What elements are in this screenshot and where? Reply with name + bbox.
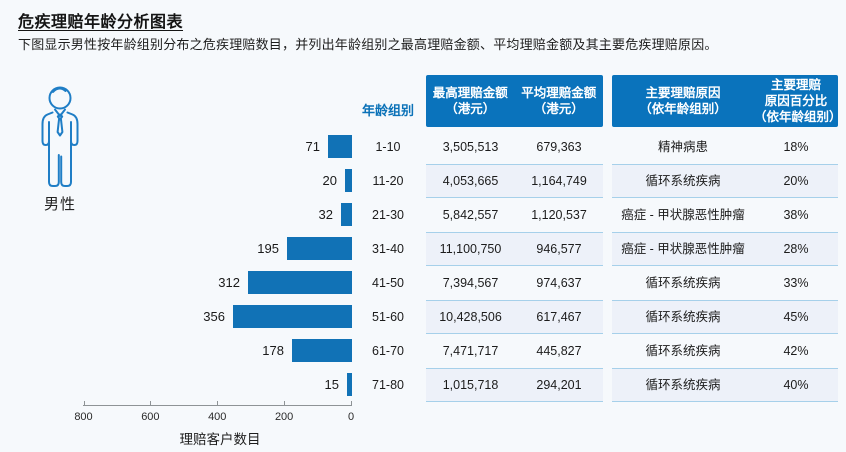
age-cell: 51-60 [372, 310, 404, 324]
x-axis-tick [217, 401, 219, 405]
bar [328, 135, 352, 158]
bar-value-label: 71 [305, 139, 320, 154]
data-row-11-20: 20 11-20 4,053,665 1,164,749 循环系统疾病 20% [0, 164, 846, 198]
bar [248, 271, 352, 294]
main-cause-header: 主要理赔原因 （依年龄组别） [639, 85, 727, 116]
x-axis-tick [150, 401, 152, 405]
max-claim-cell: 7,394,567 [442, 276, 499, 290]
pct-cell: 20% [783, 174, 809, 188]
avg-claim-cell: 617,467 [536, 310, 582, 324]
bar [345, 169, 352, 192]
page-title: 危疾理赔年龄分析图表 [18, 14, 184, 31]
x-axis-tick-label: 600 [141, 411, 160, 423]
x-axis-tick-label: 0 [347, 411, 355, 423]
cause-cell: 循环系统疾病 [645, 276, 721, 290]
avg-claim-cell: 1,120,537 [531, 208, 587, 222]
bar-value-label: 32 [318, 207, 333, 222]
avg-claim-cell: 974,637 [536, 276, 582, 290]
max-claim-cell: 4,053,665 [442, 174, 499, 188]
avg-claim-cell: 946,577 [536, 242, 582, 256]
max-claim-cell: 1,015,718 [442, 378, 499, 392]
page-subtitle: 下图显示男性按年龄组别分布之危疾理赔数目，并列出年龄组别之最高理赔金额、平均理赔… [18, 37, 718, 52]
pct-cell: 38% [783, 208, 809, 222]
row-stripe [612, 164, 838, 198]
male-person-icon [33, 84, 87, 192]
bar [347, 373, 352, 396]
cause-cell: 循环系统疾病 [645, 378, 721, 392]
avg-claim-cell: 679,363 [536, 140, 582, 154]
max-claim-cell: 11,100,750 [439, 242, 502, 256]
age-cell: 41-50 [372, 276, 404, 290]
row-stripe [426, 232, 603, 266]
bar-value-label: 195 [257, 241, 279, 256]
data-row-41-50: 312 41-50 7,394,567 974,637 循环系统疾病 33% [0, 266, 846, 300]
bar-value-label: 356 [203, 309, 225, 324]
row-stripe [612, 300, 838, 334]
pct-cell: 18% [783, 140, 809, 154]
cause-cell: 循环系统疾病 [645, 174, 721, 188]
max-claim-cell: 7,471,717 [442, 344, 499, 358]
cause-cell: 癌症 - 甲状腺恶性肿瘤 [621, 242, 745, 256]
x-axis-tick-label: 800 [74, 411, 93, 423]
max-claim-cell: 3,505,513 [442, 140, 499, 154]
x-axis-tick [284, 401, 286, 405]
row-stripe [426, 368, 603, 402]
age-cell: 21-30 [372, 208, 404, 222]
max-claim-header: 最高理赔金额 （港元） [432, 85, 508, 116]
age-cell: 71-80 [372, 378, 404, 392]
bar [233, 305, 352, 328]
gender-label: 男性 [43, 196, 76, 213]
pct-cell: 45% [783, 310, 809, 324]
cause-cell: 精神病患 [657, 140, 708, 154]
bar [292, 339, 352, 362]
x-axis-tick [351, 401, 352, 405]
bar-value-label: 15 [324, 377, 339, 392]
claim-amount-header-box: 最高理赔金额 （港元） 平均理赔金额 （港元） [426, 75, 603, 127]
row-stripe [612, 368, 838, 402]
avg-claim-cell: 1,164,749 [531, 174, 587, 188]
age-cell: 1-10 [375, 140, 401, 154]
row-stripe [426, 300, 603, 334]
bar [287, 237, 352, 260]
cause-cell: 循环系统疾病 [645, 344, 721, 358]
cause-cell: 循环系统疾病 [645, 310, 721, 324]
claim-cause-header-box: 主要理赔原因 （依年龄组别） 主要理赔 原因百分比 （依年龄组别） [612, 75, 842, 127]
data-row-1-10: 71 1-10 3,505,513 679,363 精神病患 18% [0, 130, 846, 164]
x-axis-line [83, 405, 352, 406]
data-row-71-80: 15 71-80 1,015,718 294,201 循环系统疾病 40% [0, 368, 846, 402]
max-claim-cell: 10,428,506 [439, 310, 502, 324]
pct-cell: 28% [783, 242, 809, 256]
x-axis-tick [83, 401, 85, 405]
age-cell: 61-70 [372, 344, 404, 358]
avg-claim-header: 平均理赔金额 （港元） [521, 85, 597, 116]
avg-claim-cell: 294,201 [536, 378, 582, 392]
avg-claim-cell: 445,827 [536, 344, 582, 358]
bar-value-label: 20 [322, 173, 337, 188]
row-stripe [426, 164, 603, 198]
max-claim-cell: 5,842,557 [442, 208, 499, 222]
pct-cell: 40% [783, 378, 809, 392]
cause-pct-header: 主要理赔 原因百分比 （依年龄组别） [754, 77, 842, 125]
bar [341, 203, 352, 226]
bar-value-label: 178 [262, 343, 284, 358]
pct-cell: 42% [783, 344, 809, 358]
age-cell: 31-40 [372, 242, 404, 256]
row-stripe [612, 232, 838, 266]
data-row-61-70: 178 61-70 7,471,717 445,827 循环系统疾病 42% [0, 334, 846, 368]
x-axis-tick-label: 400 [208, 411, 227, 423]
x-axis-title: 理赔客户数目 [179, 432, 261, 447]
age-cell: 11-20 [372, 174, 404, 188]
data-row-21-30: 32 21-30 5,842,557 1,120,537 癌症 - 甲状腺恶性肿瘤 38% [0, 198, 846, 232]
pct-cell: 33% [783, 276, 809, 290]
data-row-51-60: 356 51-60 10,428,506 617,467 循环系统疾病 45% [0, 300, 846, 334]
bar-value-label: 312 [218, 275, 240, 290]
data-row-31-40: 195 31-40 11,100,750 946,577 癌症 - 甲状腺恶性肿瘤 28% [0, 232, 846, 266]
x-axis-tick-label: 200 [274, 411, 294, 423]
cause-cell: 癌症 - 甲状腺恶性肿瘤 [621, 208, 745, 222]
age-group-column-header: 年龄组别 [361, 102, 414, 118]
